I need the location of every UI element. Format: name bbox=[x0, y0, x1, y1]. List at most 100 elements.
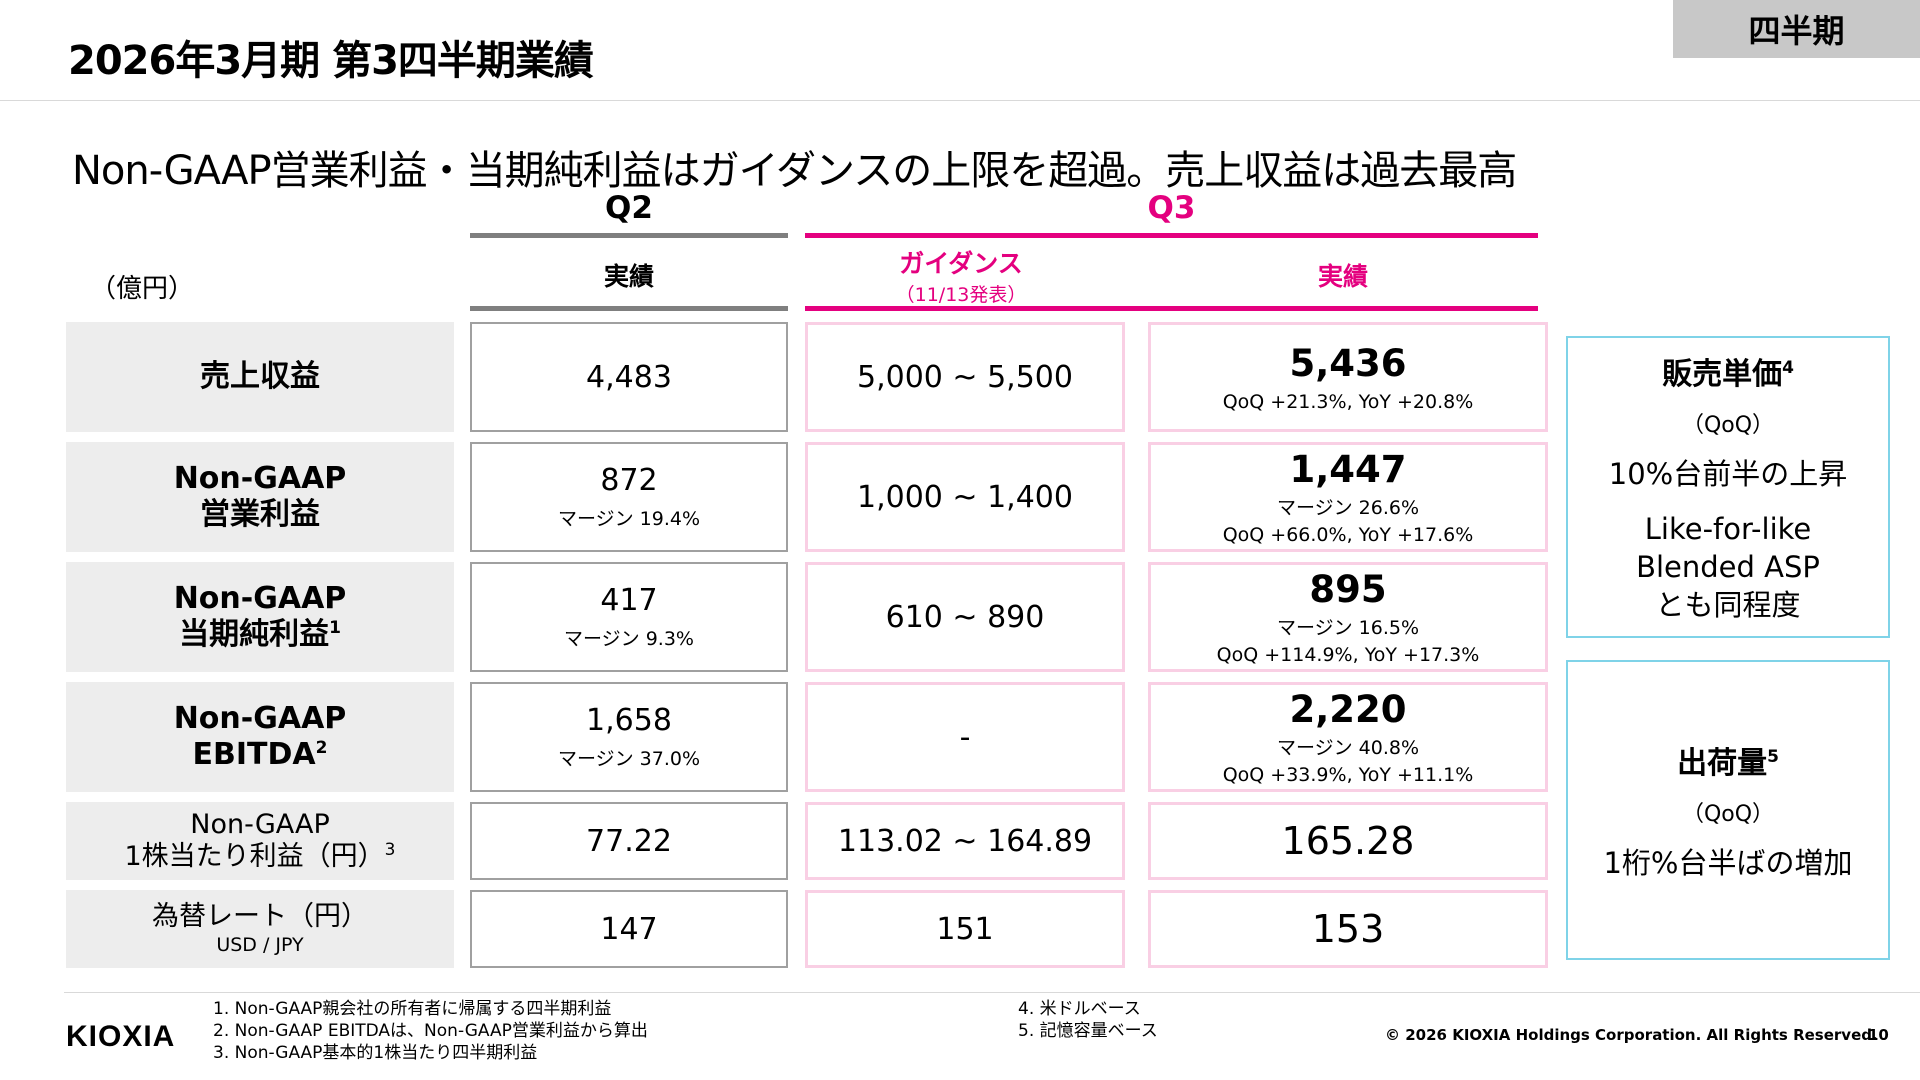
guidance-cell-eps: 113.02 ~ 164.89 bbox=[805, 802, 1125, 880]
shipment-qoq: （QoQ） bbox=[1681, 802, 1775, 827]
q3-value: 5,436 bbox=[1289, 341, 1407, 385]
headline: Non-GAAP営業利益・当期純利益はガイダンスの上限を超過。売上収益は過去最高 bbox=[72, 148, 1517, 194]
guidance-cell-revenue: 5,000 ~ 5,500 bbox=[805, 322, 1125, 432]
guidance-value: - bbox=[959, 719, 971, 755]
q2-margin: マージン 19.4% bbox=[557, 508, 701, 530]
asp-title: 販売単価 bbox=[1662, 357, 1783, 393]
row-label-operating-income: Non-GAAP 営業利益 bbox=[66, 442, 454, 552]
q2-cell-ebitda: 1,658 マージン 37.0% bbox=[470, 682, 788, 792]
q3-change: QoQ +21.3%, YoY +20.8% bbox=[1222, 390, 1474, 413]
guidance-value: 1,000 ~ 1,400 bbox=[857, 479, 1073, 515]
footnote-ref: 1 bbox=[329, 618, 341, 638]
q3-value: 165.28 bbox=[1281, 819, 1415, 863]
footnote: 2. Non-GAAP EBITDAは、Non-GAAP営業利益から算出 bbox=[213, 1021, 648, 1042]
row-label-line2: 当期純利益 bbox=[179, 617, 330, 652]
page-title: 2026年3月期 第3四半期業績 bbox=[68, 38, 594, 84]
asp-note: Blended ASP bbox=[1636, 550, 1820, 585]
row-label-line1: Non-GAAP bbox=[173, 701, 347, 736]
asp-value: 10%台前半の上昇 bbox=[1608, 457, 1848, 492]
q2-value: 1,658 bbox=[586, 703, 672, 738]
q2-top-line bbox=[470, 233, 788, 238]
q2-value: 147 bbox=[600, 911, 658, 947]
row-label-line2: EBITDA bbox=[192, 737, 316, 772]
kioxia-logo: KIOXIA bbox=[66, 1020, 176, 1053]
row-label-line1: 為替レート（円） bbox=[152, 901, 368, 933]
q2-cell-operating-income: 872 マージン 19.4% bbox=[470, 442, 788, 552]
footnotes-right: 4. 米ドルベース 5. 記憶容量ベース bbox=[1018, 998, 1158, 1042]
q2-actual-header: 実績 bbox=[603, 262, 654, 291]
footnote: 1. Non-GAAP親会社の所有者に帰属する四半期利益 bbox=[213, 999, 612, 1019]
guidance-header: ガイダンス （11/13発表） bbox=[805, 244, 1117, 306]
shipment-box: 出荷量5 （QoQ） 1桁%台半ばの増加 bbox=[1566, 660, 1890, 960]
page-number: 10 bbox=[1868, 1026, 1889, 1044]
q3-actual-header: 実績 bbox=[1317, 262, 1368, 291]
row-label-text: 売上収益 bbox=[200, 359, 320, 394]
q2-cell-revenue: 4,483 bbox=[470, 322, 788, 432]
footnote-ref: 2 bbox=[315, 738, 328, 758]
q3-header: Q3 bbox=[1147, 190, 1196, 226]
q3-bottom-line bbox=[805, 306, 1538, 311]
q2-value: 872 bbox=[600, 463, 658, 498]
q3-value: 895 bbox=[1309, 568, 1387, 611]
row-label-line1: Non-GAAP bbox=[190, 808, 330, 840]
guidance-value: 113.02 ~ 164.89 bbox=[837, 823, 1093, 859]
footnote-ref: 3 bbox=[384, 840, 396, 860]
q2-margin: マージン 37.0% bbox=[557, 748, 701, 770]
q3-cell-revenue: 5,436 QoQ +21.3%, YoY +20.8% bbox=[1148, 322, 1548, 432]
asp-note: Like-for-like bbox=[1644, 512, 1812, 547]
guidance-value: 610 ~ 890 bbox=[885, 599, 1045, 635]
copyright: © 2026 KIOXIA Holdings Corporation. All … bbox=[1385, 1026, 1878, 1044]
guidance-value: 5,000 ~ 5,500 bbox=[857, 359, 1073, 395]
q2-header: Q2 bbox=[605, 190, 653, 226]
q3-value: 2,220 bbox=[1289, 688, 1407, 731]
q2-margin: マージン 9.3% bbox=[564, 628, 694, 650]
footnote-ref: 5 bbox=[1767, 747, 1779, 767]
row-label-fx: 為替レート（円） USD / JPY bbox=[66, 890, 454, 968]
guidance-date: （11/13発表） bbox=[895, 283, 1027, 306]
q2-cell-net-income: 417 マージン 9.3% bbox=[470, 562, 788, 672]
q2-cell-fx: 147 bbox=[470, 890, 788, 968]
guidance-cell-ebitda: - bbox=[805, 682, 1125, 792]
q3-margin: マージン 16.5% bbox=[1276, 617, 1420, 639]
q3-cell-eps: 165.28 bbox=[1148, 802, 1548, 880]
q2-value: 77.22 bbox=[586, 823, 672, 859]
row-label-line2: USD / JPY bbox=[216, 933, 304, 956]
row-label-line2: 営業利益 bbox=[200, 497, 320, 532]
asp-box: 販売単価4 （QoQ） 10%台前半の上昇 Like-for-like Blen… bbox=[1566, 336, 1890, 638]
row-label-net-income: Non-GAAP 当期純利益1 bbox=[66, 562, 454, 672]
guidance-cell-net-income: 610 ~ 890 bbox=[805, 562, 1125, 672]
q3-margin: マージン 26.6% bbox=[1276, 497, 1420, 519]
q2-bottom-line bbox=[470, 306, 788, 311]
footnote-ref: 4 bbox=[1782, 358, 1794, 379]
q3-change: QoQ +33.9%, YoY +11.1% bbox=[1222, 764, 1474, 786]
footnote: 3. Non-GAAP基本的1株当たり四半期利益 bbox=[213, 1043, 538, 1064]
asp-qoq: （QoQ） bbox=[1681, 413, 1775, 439]
guidance-cell-operating-income: 1,000 ~ 1,400 bbox=[805, 442, 1125, 552]
guidance-label: ガイダンス bbox=[899, 248, 1023, 278]
q3-cell-fx: 153 bbox=[1148, 890, 1548, 968]
guidance-cell-fx: 151 bbox=[805, 890, 1125, 968]
q3-change: QoQ +66.0%, YoY +17.6% bbox=[1222, 524, 1474, 546]
row-label-line2: 1株当たり利益（円） bbox=[124, 841, 385, 872]
q3-cell-net-income: 895 マージン 16.5% QoQ +114.9%, YoY +17.3% bbox=[1148, 562, 1548, 672]
footnote: 5. 記憶容量ベース bbox=[1018, 1021, 1158, 1042]
row-label-line1: Non-GAAP bbox=[173, 461, 347, 496]
row-label-eps: Non-GAAP 1株当たり利益（円）3 bbox=[66, 802, 454, 880]
q2-value: 417 bbox=[600, 583, 658, 618]
footer-divider bbox=[64, 992, 1920, 993]
row-label-ebitda: Non-GAAP EBITDA2 bbox=[66, 682, 454, 792]
guidance-value: 151 bbox=[936, 911, 994, 947]
footnotes-left: 1. Non-GAAP親会社の所有者に帰属する四半期利益 2. Non-GAAP… bbox=[213, 998, 648, 1064]
q3-value: 1,447 bbox=[1289, 448, 1407, 491]
shipment-value: 1桁%台半ばの増加 bbox=[1603, 846, 1853, 880]
unit-label: （億円） bbox=[90, 274, 195, 304]
q3-change: QoQ +114.9%, YoY +17.3% bbox=[1216, 644, 1480, 666]
section-tag: 四半期 bbox=[1673, 0, 1920, 58]
q3-value: 153 bbox=[1311, 907, 1385, 951]
q3-cell-operating-income: 1,447 マージン 26.6% QoQ +66.0%, YoY +17.6% bbox=[1148, 442, 1548, 552]
header-divider bbox=[0, 100, 1920, 101]
q2-value: 4,483 bbox=[586, 359, 672, 395]
q3-top-line bbox=[805, 233, 1538, 238]
asp-note: とも同程度 bbox=[1655, 587, 1801, 622]
footnote: 4. 米ドルベース bbox=[1018, 999, 1141, 1019]
